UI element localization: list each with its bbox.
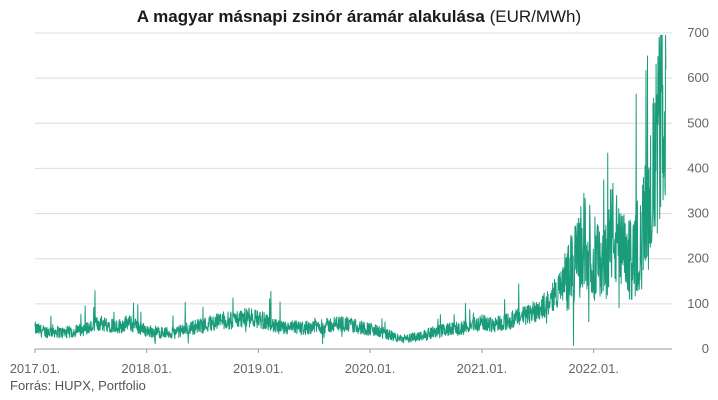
x-tick-label: 2021.01.: [457, 361, 508, 376]
chart-title-main: A magyar másnapi zsinór áramár alakulása: [136, 7, 485, 26]
chart-title-unit: (EUR/MWh): [489, 7, 582, 26]
x-tick-label: 2019.01.: [233, 361, 284, 376]
chart-title: A magyar másnapi zsinór áramár alakulása…: [0, 6, 718, 28]
y-tick-label: 300: [687, 206, 709, 221]
y-tick-label: 700: [687, 25, 709, 40]
x-tick-label: 2020.01.: [345, 361, 396, 376]
x-tick-label: 2022.01.: [568, 361, 619, 376]
y-tick-label: 0: [702, 341, 709, 356]
y-tick-label: 500: [687, 115, 709, 130]
y-tick-label: 400: [687, 160, 709, 175]
source-credit: Forrás: HUPX, Portfolio: [10, 378, 146, 393]
y-tick-label: 100: [687, 296, 709, 311]
price-series-line: [34, 34, 667, 346]
x-tick-label: 2018.01.: [121, 361, 172, 376]
y-tick-label: 200: [687, 251, 709, 266]
y-tick-label: 600: [687, 70, 709, 85]
x-tick-label: 2017.01.: [10, 361, 61, 376]
